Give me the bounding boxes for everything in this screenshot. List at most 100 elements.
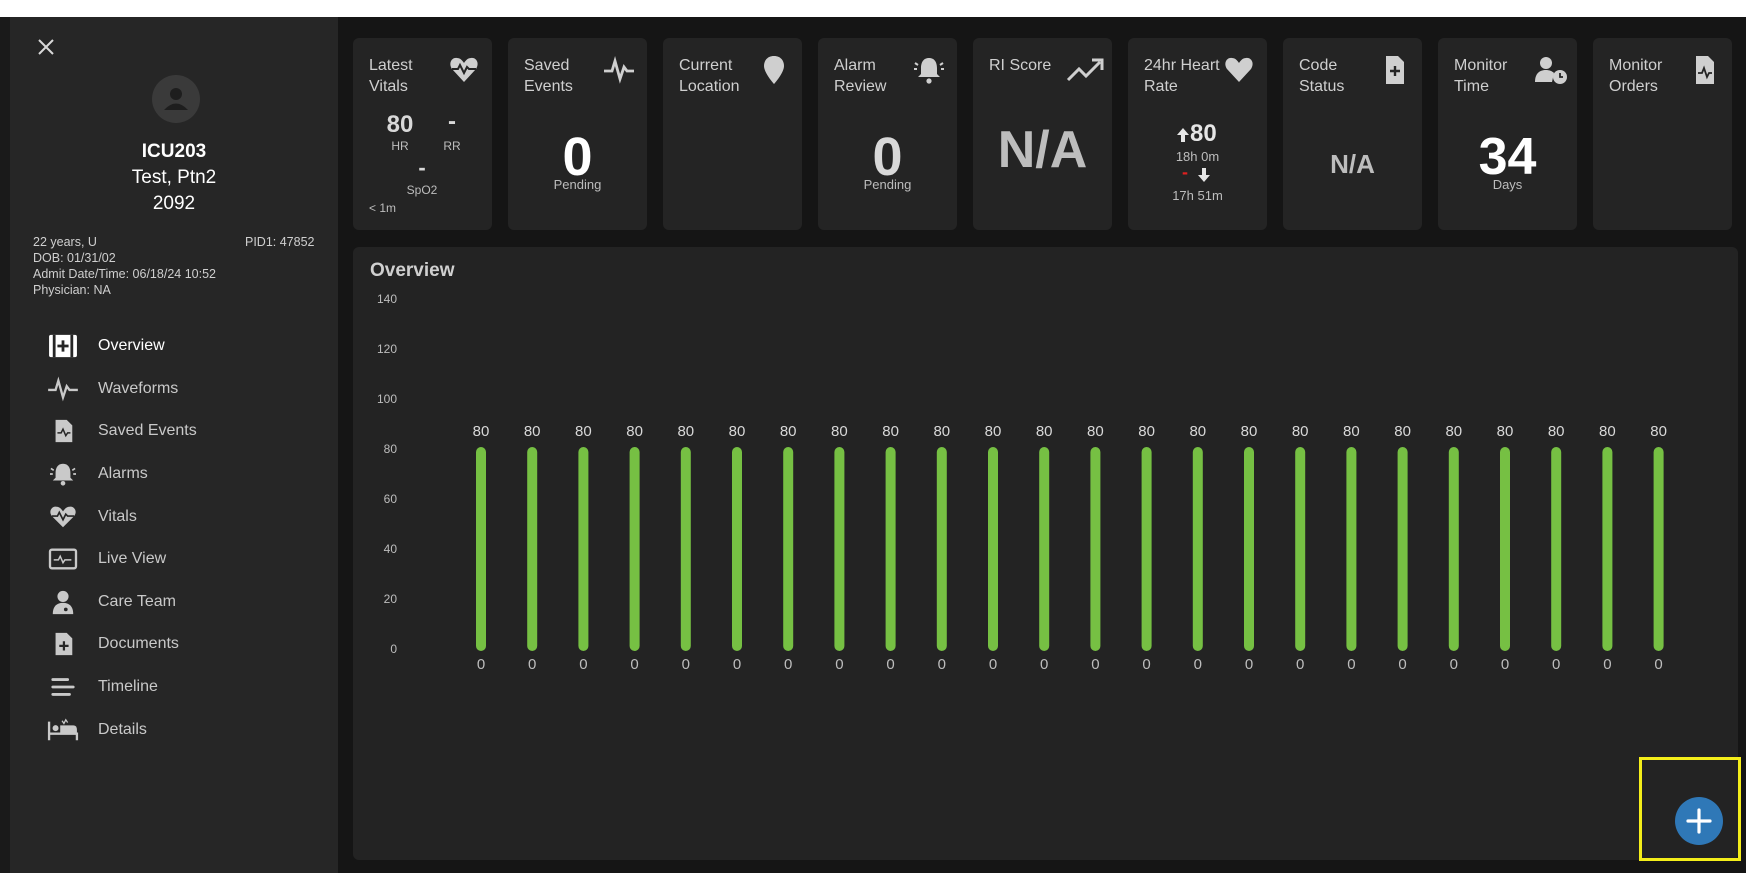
bar-value-label: 80 bbox=[1343, 423, 1360, 440]
bar-value-label: 80 bbox=[933, 423, 950, 440]
bar-low-label: 0 bbox=[938, 656, 946, 673]
hr-high-time: 18h 0m bbox=[1175, 149, 1220, 164]
sidebar-item-label: Overview bbox=[98, 337, 165, 355]
sidebar-item-saved-events[interactable]: Saved Events bbox=[46, 410, 197, 453]
waveform-icon bbox=[604, 55, 634, 84]
card-monitor-time[interactable]: Monitor Time 34 Days bbox=[1438, 38, 1577, 230]
sidebar-item-documents[interactable]: Documents bbox=[46, 623, 197, 666]
sidebar-item-label: Timeline bbox=[98, 678, 158, 696]
patient-pid: PID1: 47852 bbox=[245, 235, 315, 249]
card-title: RI Score bbox=[989, 57, 1052, 74]
patient-physician: Physician: NA bbox=[33, 283, 111, 297]
heart-pulse-icon bbox=[450, 57, 478, 82]
bar-low-label: 0 bbox=[682, 656, 690, 673]
bar-value-label: 80 bbox=[1548, 423, 1565, 440]
location-pin-icon bbox=[764, 56, 784, 84]
card-ri-score[interactable]: RI Score N/A bbox=[973, 38, 1112, 230]
bar-low-label: 0 bbox=[1552, 656, 1560, 673]
code-status-value: N/A bbox=[1330, 149, 1375, 179]
bar-value-label: 80 bbox=[1292, 423, 1309, 440]
rr-label: RR bbox=[443, 139, 461, 153]
patient-name: Test, Ptn2 bbox=[131, 167, 217, 188]
bar-value-label: 80 bbox=[985, 423, 1002, 440]
saved-events-sub: Pending bbox=[553, 177, 602, 192]
bar-low-label: 0 bbox=[1245, 656, 1253, 673]
bar-value-label: 80 bbox=[626, 423, 643, 440]
y-tick-label: 60 bbox=[384, 492, 398, 506]
sidebar-item-label: Alarms bbox=[98, 465, 148, 483]
card-latest-vitals[interactable]: Latest Vitals 80 HR - RR - SpO2 < 1m bbox=[353, 38, 492, 230]
card-saved-events[interactable]: Saved Events 0 Pending bbox=[508, 38, 647, 230]
doctor-icon bbox=[46, 588, 80, 616]
bar-value-label: 80 bbox=[524, 423, 541, 440]
bar-value-label: 80 bbox=[1087, 423, 1104, 440]
sidebar-item-live-view[interactable]: Live View bbox=[46, 538, 197, 581]
patient-bed: 2092 bbox=[152, 193, 196, 214]
bar-value-label: 80 bbox=[1241, 423, 1258, 440]
sidebar-item-care-team[interactable]: Care Team bbox=[46, 581, 197, 624]
bar-value-label: 80 bbox=[729, 423, 746, 440]
document-plus-icon bbox=[1386, 56, 1404, 84]
bar-low-label: 0 bbox=[733, 656, 741, 673]
sidebar-item-overview[interactable]: Overview bbox=[46, 325, 197, 368]
user-clock-icon bbox=[1535, 57, 1567, 84]
sidebar-item-timeline[interactable]: Timeline bbox=[46, 666, 197, 709]
card-monitor-orders[interactable]: Monitor Orders bbox=[1593, 38, 1732, 230]
add-button[interactable] bbox=[1675, 797, 1723, 845]
bar-low-label: 0 bbox=[784, 656, 792, 673]
bar-value-label: 80 bbox=[1445, 423, 1462, 440]
ri-score-value: N/A bbox=[997, 121, 1088, 179]
overview-title: Overview bbox=[370, 260, 455, 281]
bar-low-label: 0 bbox=[1040, 656, 1048, 673]
sidebar-item-vitals[interactable]: Vitals bbox=[46, 495, 197, 538]
card-current-location[interactable]: Current Location bbox=[663, 38, 802, 230]
y-tick-label: 120 bbox=[377, 342, 397, 356]
card-alarm-review[interactable]: Alarm Review 0 Pending bbox=[818, 38, 957, 230]
overview-chart: 0 20 40 60 80 100 120 140 80 0 80 0 80 0 80 0 80 0 80 0 80 0 8… bbox=[377, 292, 1667, 673]
timeline-icon bbox=[46, 673, 80, 701]
bell-icon bbox=[46, 460, 80, 488]
card-24hr-heart-rate[interactable]: 24hr Heart Rate 80 18h 0m - 17h 51m bbox=[1128, 38, 1267, 230]
sidebar-item-label: Waveforms bbox=[98, 379, 179, 397]
plus-icon bbox=[1686, 808, 1712, 834]
sidebar-item-label: Documents bbox=[98, 635, 179, 653]
sidebar-item-waveforms[interactable]: Waveforms bbox=[46, 368, 197, 411]
trend-up-icon bbox=[1066, 58, 1104, 82]
close-icon[interactable] bbox=[34, 35, 58, 59]
overview-icon bbox=[46, 332, 80, 360]
patient-age-sex: 22 years, U bbox=[33, 235, 97, 249]
bar-low-label: 0 bbox=[630, 656, 638, 673]
bell-icon bbox=[914, 58, 944, 84]
monitor-time-value: 34 bbox=[1478, 128, 1537, 186]
patient-dob: DOB: 01/31/02 bbox=[33, 251, 116, 265]
sidebar-item-label: Details bbox=[98, 720, 147, 738]
card-code-status[interactable]: Code Status N/A bbox=[1283, 38, 1422, 230]
sidebar-item-label: Vitals bbox=[98, 507, 137, 525]
rr-value: - bbox=[448, 108, 456, 135]
bar-low-label: 0 bbox=[1091, 656, 1099, 673]
highlight-box bbox=[1639, 757, 1741, 861]
sidebar-nav: Overview Waveforms Saved Events Alarms V… bbox=[46, 325, 197, 751]
y-tick-label: 0 bbox=[390, 642, 397, 656]
sidebar-item-alarms[interactable]: Alarms bbox=[46, 453, 197, 496]
bed-icon bbox=[46, 716, 80, 744]
arrow-up-icon bbox=[1177, 128, 1189, 142]
document-plus-icon bbox=[46, 630, 80, 658]
patient-sidebar: ICU203 Test, Ptn2 2092 22 years, U PID1:… bbox=[10, 17, 338, 873]
bar-value-label: 80 bbox=[882, 423, 899, 440]
bar-low-label: 0 bbox=[989, 656, 997, 673]
bar-value-label: 80 bbox=[1138, 423, 1155, 440]
overview-panel: Overview 0 20 40 60 80 100 120 140 80 0 80 0 80 0 80 0 8… bbox=[353, 247, 1738, 860]
bar-low-label: 0 bbox=[886, 656, 894, 673]
hr-low-time: 17h 51m bbox=[1172, 188, 1223, 203]
bar-value-label: 80 bbox=[1497, 423, 1514, 440]
bar-low-label: 0 bbox=[477, 656, 485, 673]
card-title: Code Status bbox=[1299, 57, 1345, 95]
waveform-icon bbox=[46, 375, 80, 403]
sidebar-item-details[interactable]: Details bbox=[46, 708, 197, 751]
bar-value-label: 80 bbox=[1036, 423, 1053, 440]
card-title: Current Location bbox=[679, 57, 740, 95]
hr-value: 80 bbox=[386, 111, 414, 138]
saved-events-icon bbox=[46, 417, 80, 445]
card-title: Monitor Orders bbox=[1609, 57, 1663, 95]
